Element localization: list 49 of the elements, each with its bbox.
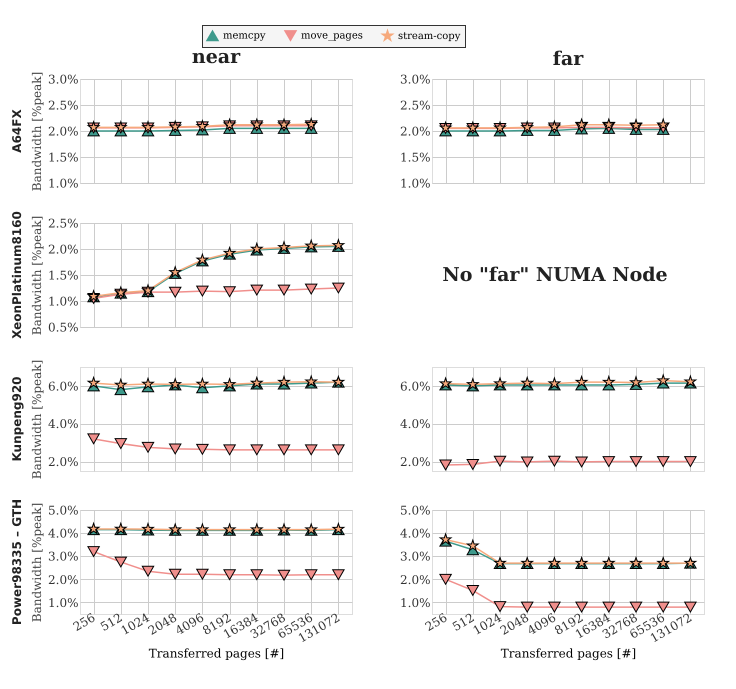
y-axis-title: Bandwidth [%peak] — [30, 216, 44, 336]
y-tick-label: 2.0% — [400, 455, 430, 470]
y-tick-label: 2.0% — [400, 572, 430, 587]
y-tick-label: 3.0% — [48, 550, 78, 564]
legend-label: memcpy — [223, 30, 266, 42]
y-tick-label: 2.0% — [400, 124, 430, 138]
text: Power98335 – GTH — [10, 498, 24, 626]
y-tick-label: 2.0% — [48, 242, 78, 256]
y-axis-title: Bandwidth [%peak] — [30, 360, 44, 480]
y-tick-label: 3.0% — [400, 72, 430, 86]
legend-label: stream-copy — [398, 30, 461, 42]
x-tick-label: 256 — [422, 610, 450, 634]
y-tick-label: 1.5% — [48, 268, 78, 282]
y-tick-label: 4.0% — [48, 417, 78, 432]
y-tick-label: 2.5% — [48, 98, 78, 112]
y-tick-label: 0.5% — [48, 320, 78, 334]
y-tick-label: 3.0% — [400, 550, 430, 564]
legend-label: move_pages — [301, 30, 363, 42]
x-tick-label: 256 — [70, 610, 98, 634]
text: A64FX — [10, 108, 24, 153]
text: XeonPlatinum8160 — [10, 211, 24, 339]
y-tick-label: 1.0% — [400, 596, 430, 610]
y-tick-label: 2.5% — [400, 98, 430, 112]
y-tick-label: 5.0% — [48, 504, 78, 518]
y-tick-label: 6.0% — [400, 379, 430, 394]
y-tick-label: 1.5% — [48, 150, 78, 164]
chart-title: far — [552, 48, 584, 70]
y-tick-label: 2.0% — [48, 572, 78, 587]
text: No "far" NUMA Node — [442, 264, 668, 286]
chart-title: near — [192, 46, 242, 68]
y-tick-label: 6.0% — [48, 379, 78, 394]
y-tick-label: 4.0% — [400, 526, 430, 541]
y-tick-label: 1.0% — [400, 176, 430, 190]
y-tick-label: 2.5% — [48, 216, 78, 230]
y-tick-label: 1.0% — [48, 596, 78, 610]
y-tick-label: 4.0% — [400, 417, 430, 432]
y-tick-label: 1.5% — [400, 150, 430, 164]
y-tick-label: 1.0% — [48, 176, 78, 190]
x-axis-title: Transferred pages [#] — [500, 646, 636, 661]
y-tick-label: 2.0% — [48, 124, 78, 138]
y-tick-label: 3.0% — [48, 72, 78, 86]
y-tick-label: 2.0% — [48, 455, 78, 470]
y-tick-label: 1.0% — [48, 294, 78, 308]
y-axis-title: Bandwidth [%peak] — [30, 502, 44, 622]
y-axis-title: Bandwidth [%peak] — [30, 72, 44, 192]
y-tick-label: 4.0% — [48, 526, 78, 541]
y-tick-label: 5.0% — [400, 504, 430, 518]
x-axis-title: Transferred pages [#] — [148, 646, 284, 661]
text: Kunpeng920 — [10, 376, 24, 462]
